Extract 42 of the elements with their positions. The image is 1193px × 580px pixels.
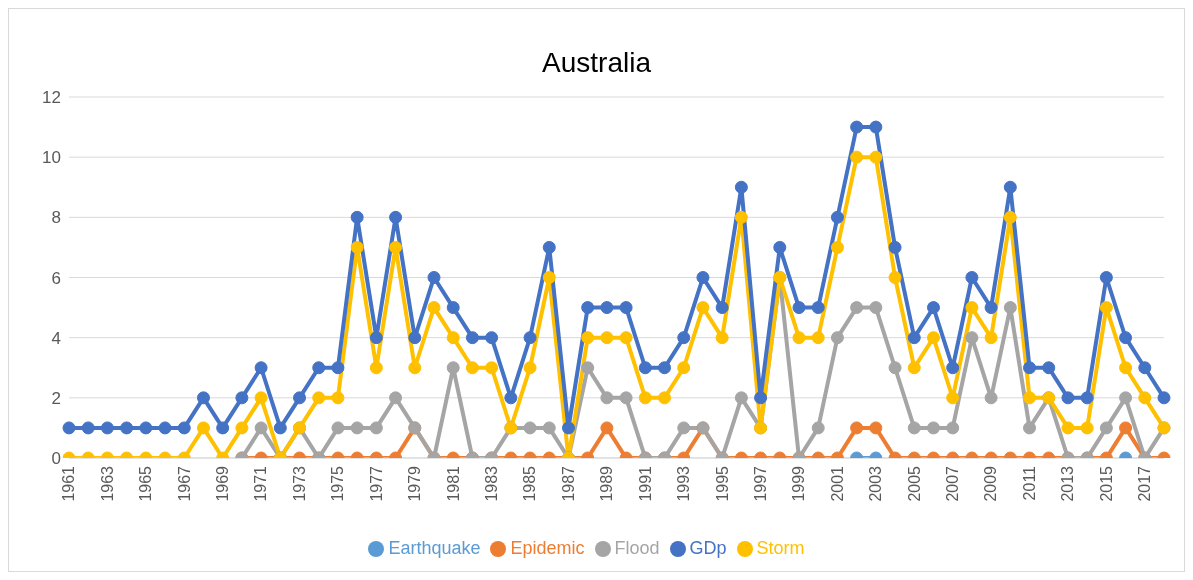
x-tick-label: 1971 bbox=[252, 465, 270, 502]
x-tick-label: 1969 bbox=[214, 465, 232, 502]
x-tick-label: 2013 bbox=[1059, 465, 1077, 502]
x-tick-label: 1989 bbox=[598, 465, 616, 502]
x-tick-label: 1975 bbox=[329, 465, 347, 502]
x-tick-label: 2005 bbox=[905, 465, 923, 502]
x-tick-label: 1995 bbox=[713, 465, 731, 502]
legend-label: Flood bbox=[614, 538, 660, 558]
x-tick-label: 2003 bbox=[867, 465, 885, 502]
y-tick-label: 0 bbox=[51, 449, 61, 469]
x-tick-label: 1979 bbox=[406, 465, 424, 502]
y-tick-label: 6 bbox=[51, 268, 61, 288]
y-tick-label: 8 bbox=[51, 208, 61, 228]
x-tick-label: 1983 bbox=[482, 465, 500, 502]
x-tick-label: 1977 bbox=[367, 465, 385, 502]
x-tick-label: 1991 bbox=[636, 465, 654, 502]
y-tick-label: 12 bbox=[42, 88, 61, 108]
legend-label: Earthquake bbox=[388, 538, 481, 558]
x-tick-label: 1973 bbox=[290, 465, 308, 502]
x-tick-label: 1963 bbox=[98, 465, 116, 502]
x-tick-label: 1961 bbox=[60, 465, 78, 502]
x-tick-label: 2007 bbox=[944, 465, 962, 502]
x-tick-label: 2001 bbox=[828, 465, 846, 502]
x-tick-label: 1967 bbox=[175, 465, 193, 502]
legend-label: GDp bbox=[689, 538, 727, 558]
legend-label: Epidemic bbox=[510, 538, 585, 558]
y-tick-label: 10 bbox=[42, 148, 61, 168]
x-tick-label: 1999 bbox=[790, 465, 808, 502]
x-tick-label: 1987 bbox=[559, 465, 577, 502]
chart-title: Australia bbox=[541, 46, 652, 80]
x-tick-label: 2009 bbox=[982, 465, 1000, 502]
x-tick-label: 1993 bbox=[675, 465, 693, 502]
y-tick-label: 2 bbox=[51, 388, 61, 408]
x-tick-label: 1981 bbox=[444, 465, 462, 502]
legend-label: Storm bbox=[756, 538, 805, 558]
x-tick-label: 1985 bbox=[521, 465, 539, 502]
x-tick-label: 2015 bbox=[1097, 465, 1115, 502]
x-tick-label: 1965 bbox=[137, 465, 155, 502]
x-tick-label: 2017 bbox=[1136, 465, 1154, 502]
x-tick-label: 2011 bbox=[1020, 465, 1038, 501]
x-tick-label: 1997 bbox=[751, 465, 769, 502]
y-tick-label: 4 bbox=[51, 328, 61, 348]
